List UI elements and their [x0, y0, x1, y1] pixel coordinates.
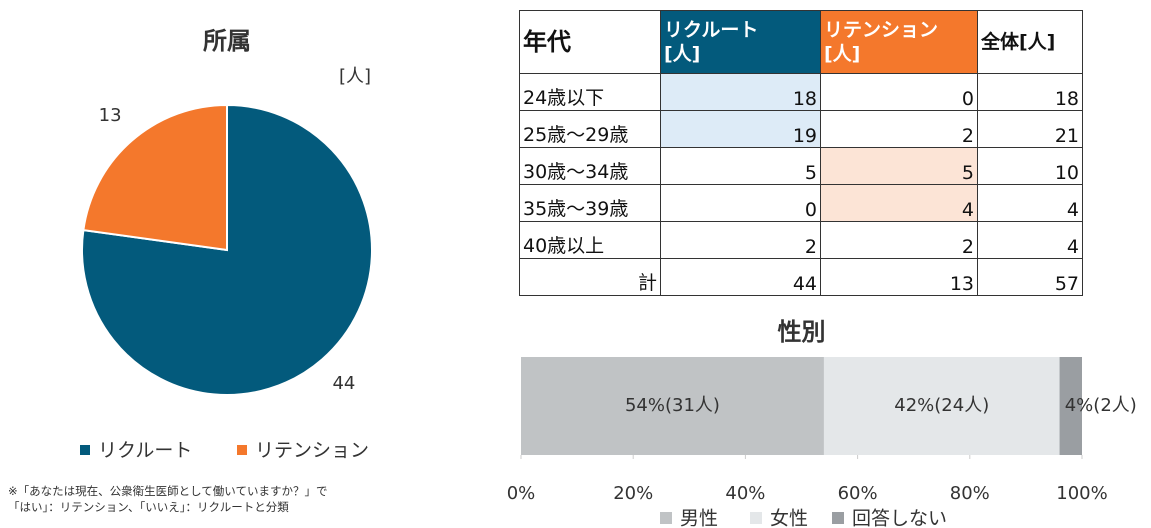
legend-swatch [80, 445, 90, 455]
header-cell: リクルート [人] [660, 10, 821, 74]
table-cell: 0 [660, 184, 821, 222]
table-row: 24歳以下 18 0 18 [519, 73, 1083, 111]
legend-label: 回答しない [852, 508, 947, 528]
x-tick-label: 0% [507, 483, 536, 504]
table-cell: 30歳～34歳 [519, 147, 661, 185]
data-label: 4%(2人) [1065, 395, 1137, 416]
pie-slice [82, 103, 228, 252]
table-cell: 57 [977, 258, 1083, 296]
table-cell: 2 [820, 221, 978, 259]
table-row: 計 44 13 57 [519, 258, 1083, 296]
table-cell: 5 [820, 147, 978, 185]
footnote: ※「あなたは現在、公衆衛生医師として働いていますか？」で 「はい」：リテンション… [8, 484, 328, 514]
table-row: 30歳～34歳 5 5 10 [519, 147, 1083, 185]
table-cell: 4 [977, 221, 1083, 259]
table-row: 25歳～29歳 19 2 21 [519, 110, 1083, 148]
table-cell: 24歳以下 [519, 73, 661, 111]
header-cell: リテンション [人] [820, 10, 978, 74]
legend-swatch [660, 512, 672, 524]
age-table: 年代 リクルート [人] リテンション [人] 全体[人] 24歳以下 18 0 18 25歳～… [519, 10, 1083, 296]
table-cell: 35歳～39歳 [519, 184, 661, 222]
x-tick-label: 20% [613, 483, 653, 504]
unit-label: [人] [339, 66, 371, 87]
legend-label: リクルート [98, 440, 192, 462]
table-cell: 5 [660, 147, 821, 185]
table-row: 35歳～39歳 0 4 4 [519, 184, 1083, 222]
table-row: 40歳以上 2 2 4 [519, 221, 1083, 259]
table-cell: 4 [977, 184, 1083, 222]
header-row: 年代 リクルート [人] リテンション [人] 全体[人] [519, 10, 1083, 74]
bar-segment [823, 357, 1060, 455]
table-cell: 18 [660, 73, 821, 111]
x-tick-label: 60% [838, 483, 878, 504]
data-label: 13 [99, 105, 122, 126]
table-cell: 44 [660, 258, 821, 296]
table-cell: 2 [660, 221, 821, 259]
x-tick-label: 100% [1056, 483, 1107, 504]
legend-label: リテンション [255, 440, 369, 462]
table-cell: 2 [820, 110, 978, 148]
x-tick-label: 40% [725, 483, 765, 504]
legend-label: 男性 [680, 508, 718, 528]
bar-segment [521, 357, 824, 455]
table-cell: 13 [820, 258, 978, 296]
chart-title: 性別 [778, 318, 826, 346]
table-cell: 計 [519, 258, 661, 296]
table-cell: 10 [977, 147, 1083, 185]
table-cell: 0 [820, 73, 978, 111]
table-cell: 25歳～29歳 [519, 110, 661, 148]
table-cell: 40歳以上 [519, 221, 661, 259]
header-cell: 年代 [519, 10, 661, 74]
x-tick-label: 80% [950, 483, 990, 504]
legend-label: 女性 [770, 508, 808, 528]
table-cell: 21 [977, 110, 1083, 148]
legend-swatch [750, 512, 762, 524]
table-cell: 4 [820, 184, 978, 222]
table-cell: 19 [660, 110, 821, 148]
data-label: 42%(24人) [894, 395, 989, 416]
table-cell: 18 [977, 73, 1083, 111]
data-label: 54%(31人) [625, 395, 720, 416]
data-label: 44 [332, 373, 355, 394]
header-cell: 全体[人] [977, 10, 1083, 74]
bar-segment [1059, 357, 1082, 455]
legend-swatch [237, 445, 247, 455]
chart-title: 所属 [203, 27, 251, 55]
legend-swatch [832, 512, 844, 524]
